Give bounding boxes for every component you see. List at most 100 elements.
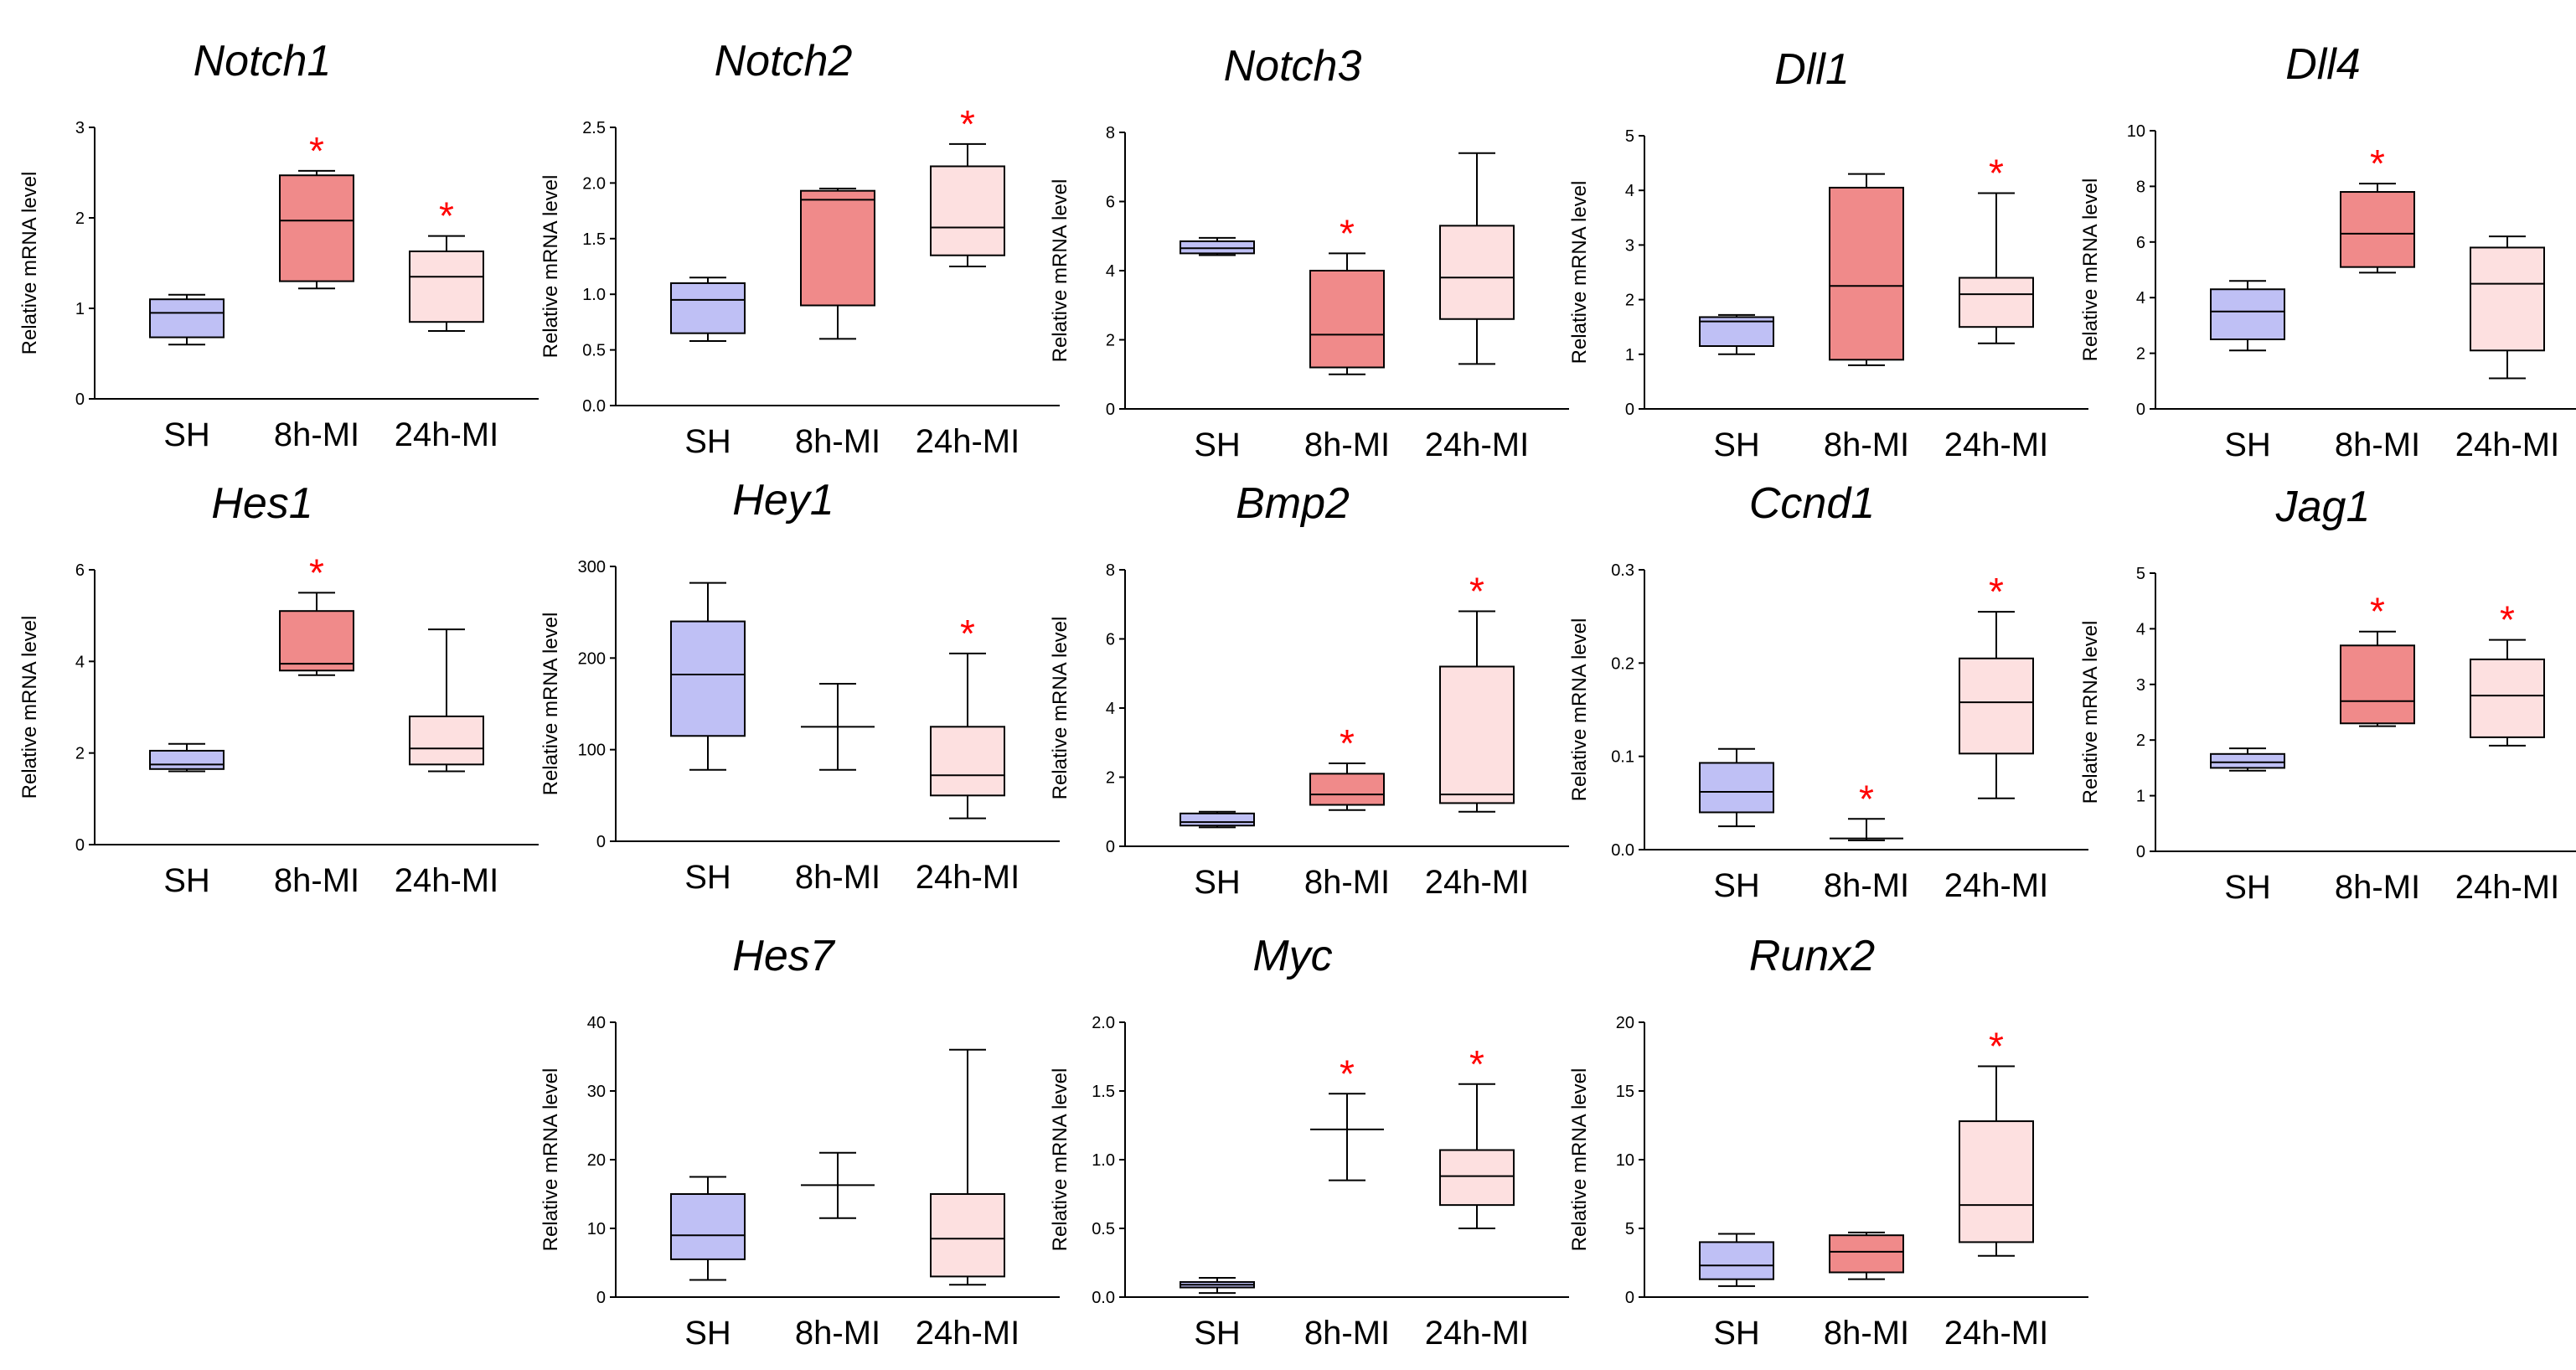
x-category-label: 8h-MI	[795, 1315, 880, 1352]
iqr-box	[2340, 644, 2415, 725]
y-tick-label: 10	[2127, 122, 2145, 141]
y-tick-label: 2	[75, 745, 85, 763]
significance-star: *	[1340, 211, 1355, 255]
iqr-box	[1309, 270, 1385, 369]
y-tick-label: 200	[578, 649, 606, 668]
iqr-box	[1829, 1234, 1904, 1274]
box-8h-mi: *	[1830, 777, 1903, 841]
significance-star: *	[1469, 1042, 1484, 1086]
significance-star: *	[1989, 1024, 2004, 1068]
x-category-label: 24h-MI	[2455, 869, 2560, 906]
y-tick-label: 0.0	[582, 397, 606, 416]
x-category-label: 8h-MI	[1304, 427, 1390, 463]
y-tick-label: 4	[2136, 289, 2145, 308]
panel-notch2: Notch2 Relative mRNA level 0.0 0.5 1.0 1.5 2.0…	[539, 37, 1060, 460]
box-8h-mi: *	[1309, 211, 1385, 375]
iqr-box	[149, 749, 225, 770]
x-category-label: SH	[163, 862, 210, 899]
y-axis-label: Relative mRNA level	[1568, 1068, 1591, 1252]
box-8h-mi	[1829, 1231, 1904, 1280]
x-category-label: 24h-MI	[1944, 1315, 2049, 1352]
x-category-label: 24h-MI	[916, 423, 1020, 460]
box-sh	[2210, 747, 2285, 772]
y-tick-label: 4	[2136, 620, 2145, 638]
x-category-label: 8h-MI	[795, 859, 880, 896]
y-tick-label: 2	[1106, 332, 1115, 350]
y-tick-label: 0.3	[1611, 561, 1634, 580]
x-category-label: 24h-MI	[916, 1315, 1020, 1352]
iqr-box	[930, 726, 1005, 797]
iqr-box	[930, 1193, 1005, 1278]
y-tick-label: 0.5	[1092, 1220, 1115, 1238]
y-tick-label: 0.0	[1092, 1289, 1115, 1307]
x-category-label: 24h-MI	[1944, 867, 2049, 904]
box-24h-mi	[930, 1048, 1005, 1286]
y-tick-label: 0.0	[1611, 841, 1634, 860]
significance-star: *	[1469, 570, 1484, 613]
y-tick-label: 20	[587, 1151, 606, 1170]
y-tick-label: 8	[1106, 124, 1115, 142]
x-category-label: SH	[2224, 427, 2271, 463]
y-tick-label: 0	[2136, 401, 2145, 419]
box-sh	[670, 1176, 746, 1281]
y-tick-label: 1	[1625, 346, 1634, 364]
iqr-box	[1439, 1149, 1515, 1207]
iqr-box	[1959, 277, 2034, 328]
panel-hey1: Hey1 Relative mRNA level 0 100 200 300 SH 8h-MI…	[539, 476, 1060, 896]
box-sh	[1699, 313, 1774, 355]
x-category-label: 8h-MI	[274, 862, 359, 899]
y-tick-label: 8	[2136, 178, 2145, 196]
box-24h-mi: *	[1439, 1042, 1515, 1229]
box-8h-mi: *	[1309, 721, 1385, 811]
iqr-box	[409, 250, 484, 323]
y-tick-label: 5	[1625, 127, 1634, 146]
significance-star: *	[960, 102, 975, 146]
y-axis-label: Relative mRNA level	[18, 616, 41, 799]
y-tick-label: 10	[587, 1220, 606, 1238]
box-24h-mi: *	[930, 102, 1005, 267]
x-category-label: 8h-MI	[1304, 864, 1390, 901]
iqr-box	[2470, 658, 2545, 738]
x-category-label: SH	[684, 859, 731, 896]
iqr-box	[1959, 657, 2034, 755]
x-category-label: SH	[1713, 867, 1760, 904]
y-tick-label: 30	[587, 1083, 606, 1101]
y-tick-label: 1.5	[582, 230, 606, 249]
significance-star: *	[1989, 570, 2004, 613]
box-8h-mi: *	[2340, 142, 2415, 274]
panel-dll1: Dll1 Relative mRNA level 0 1 2 3 4 5 SH 8h-MI 24h-…	[1568, 45, 2088, 463]
box-8h-mi	[1829, 173, 1904, 366]
box-24h-mi: *	[1439, 570, 1515, 813]
box-8h-mi	[801, 682, 875, 771]
y-tick-label: 2.0	[1092, 1014, 1115, 1032]
x-category-label: SH	[1194, 427, 1241, 463]
iqr-box	[1439, 225, 1515, 320]
y-tick-label: 0	[1625, 401, 1634, 419]
y-axis-label: Relative mRNA level	[539, 175, 562, 359]
y-tick-label: 0	[75, 390, 85, 409]
y-tick-label: 5	[2136, 565, 2145, 583]
y-axis-label: Relative mRNA level	[1568, 618, 1591, 802]
y-tick-label: 0.5	[582, 342, 606, 360]
y-axis-label: Relative mRNA level	[18, 172, 41, 355]
iqr-box	[1180, 812, 1255, 827]
y-axis-label: Relative mRNA level	[2079, 621, 2102, 804]
y-tick-label: 15	[1616, 1083, 1634, 1101]
iqr-box	[930, 165, 1005, 256]
significance-star: *	[1859, 777, 1874, 820]
iqr-box	[2210, 288, 2285, 340]
panel-title: Notch1	[194, 37, 332, 85]
y-tick-label: 300	[578, 558, 606, 576]
y-axis-label: Relative mRNA level	[1049, 617, 1071, 800]
iqr-box	[1439, 665, 1515, 804]
x-category-label: SH	[163, 416, 210, 453]
box-sh	[1180, 810, 1255, 829]
y-tick-label: 2	[2136, 732, 2145, 750]
box-24h-mi	[1439, 152, 1515, 365]
significance-star: *	[1340, 1052, 1355, 1095]
y-tick-label: 3	[1625, 236, 1634, 255]
significance-star: *	[1989, 151, 2004, 194]
iqr-box	[1829, 186, 1904, 361]
x-category-label: 24h-MI	[1425, 427, 1530, 463]
y-tick-label: 4	[1625, 182, 1634, 200]
